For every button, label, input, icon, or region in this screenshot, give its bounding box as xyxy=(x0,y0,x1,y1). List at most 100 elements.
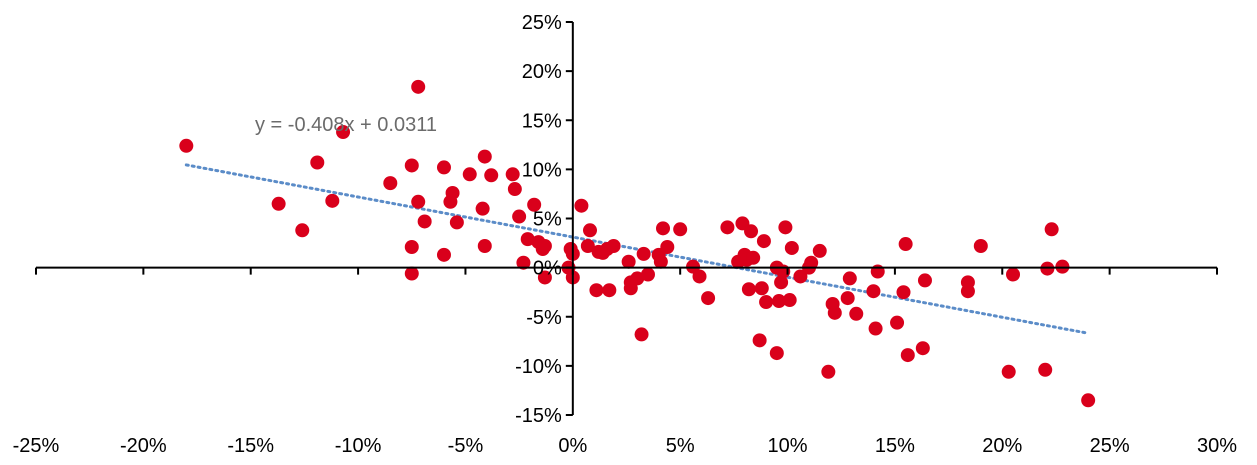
scatter-point xyxy=(462,167,477,182)
scatter-point xyxy=(606,239,621,254)
scatter-point xyxy=(537,239,552,254)
scatter-point xyxy=(449,215,464,230)
x-tick-label: 0% xyxy=(558,435,587,457)
scatter-point xyxy=(582,223,597,238)
scatter-point xyxy=(325,193,340,208)
scatter-point xyxy=(866,284,881,299)
scatter-point xyxy=(673,222,688,237)
scatter-point xyxy=(512,209,527,224)
scatter-point xyxy=(383,176,398,191)
scatter-point xyxy=(477,239,492,254)
scatter-point xyxy=(520,232,535,247)
scatter-point xyxy=(784,240,799,255)
scatter-point xyxy=(445,185,460,200)
scatter-point xyxy=(436,247,451,262)
scatter-point xyxy=(741,282,756,297)
scatter-point xyxy=(812,243,827,258)
scatter-point xyxy=(900,348,915,363)
scatter-point xyxy=(516,255,531,270)
x-tick-label: 20% xyxy=(982,435,1022,457)
scatter-point xyxy=(436,160,451,175)
scatter-point xyxy=(774,275,789,290)
scatter-point xyxy=(778,220,793,235)
y-tick-label: 5% xyxy=(533,209,562,231)
scatter-point xyxy=(640,267,655,282)
scatter-point xyxy=(295,223,310,238)
scatter-point xyxy=(580,239,595,254)
scatter-point xyxy=(404,266,419,281)
x-tick-label: 25% xyxy=(1090,435,1130,457)
scatter-point xyxy=(868,321,883,336)
y-tick-label: -5% xyxy=(526,307,562,329)
x-tick-label: -10% xyxy=(335,435,382,457)
scatter-point xyxy=(574,198,589,213)
scatter-point xyxy=(744,224,759,239)
y-tick-label: 15% xyxy=(522,110,562,132)
scatter-point xyxy=(752,333,767,348)
scatter-point xyxy=(630,271,645,286)
scatter-point xyxy=(507,182,522,197)
scatter-point xyxy=(660,239,675,254)
scatter-point xyxy=(793,269,808,284)
y-tick-label: 10% xyxy=(522,159,562,181)
x-tick-label: 5% xyxy=(666,435,695,457)
points-layer xyxy=(179,79,1096,408)
trendline xyxy=(184,163,1090,335)
scatter-point xyxy=(896,285,911,300)
scatter-point xyxy=(840,291,855,306)
trendline-equation-label: y = -0.408x + 0.0311 xyxy=(255,114,437,136)
scatter-point xyxy=(404,239,419,254)
scatter-point xyxy=(782,293,797,308)
scatter-point xyxy=(1006,267,1021,282)
scatter-point xyxy=(271,196,286,211)
scatter-point xyxy=(701,291,716,306)
x-tick-label: -5% xyxy=(448,435,484,457)
scatter-point xyxy=(636,246,651,261)
scatter-point xyxy=(917,273,932,288)
scatter-point xyxy=(849,306,864,321)
scatter-point xyxy=(754,281,769,296)
x-tick-label: 10% xyxy=(768,435,808,457)
tick-labels-layer: -25% -20% -15% -10% -5% 0% 5% 10% 15% 20% 25% 30% -1… xyxy=(13,12,1238,457)
scatter-point xyxy=(1081,393,1096,408)
scatter-point xyxy=(915,341,930,356)
scatter-point xyxy=(842,271,857,286)
scatter-point xyxy=(589,283,604,298)
scatter-point xyxy=(769,346,784,361)
scatter-point xyxy=(527,197,542,212)
x-tick-label: -15% xyxy=(227,435,274,457)
scatter-point xyxy=(821,364,836,379)
scatter-point xyxy=(417,214,432,229)
scatter-point xyxy=(692,269,707,284)
y-tick-label: 25% xyxy=(522,12,562,34)
scatter-point xyxy=(898,237,913,252)
axes-layer xyxy=(35,21,1218,416)
y-tick-label: -15% xyxy=(515,405,562,427)
scatter-point xyxy=(537,270,552,285)
scatter-point xyxy=(653,254,668,269)
scatter-point xyxy=(720,220,735,235)
y-tick-label: 0% xyxy=(533,258,562,280)
y-tick-label: 20% xyxy=(522,61,562,83)
scatter-point xyxy=(804,255,819,270)
x-tick-label: 30% xyxy=(1197,435,1237,457)
scatter-point xyxy=(960,275,975,290)
scatter-point xyxy=(756,234,771,249)
scatter-point xyxy=(890,315,905,330)
scatter-point xyxy=(973,239,988,254)
scatter-point xyxy=(411,79,426,94)
scatter-point xyxy=(827,305,842,320)
scatter-point xyxy=(484,168,499,183)
x-tick-label: -25% xyxy=(13,435,60,457)
scatter-point xyxy=(602,283,617,298)
scatter-point xyxy=(411,194,426,209)
scatter-point xyxy=(1044,222,1059,237)
scatter-point xyxy=(1001,364,1016,379)
x-tick-label: -20% xyxy=(120,435,167,457)
x-tick-label: 15% xyxy=(875,435,915,457)
y-tick-label: -10% xyxy=(515,356,562,378)
scatter-point xyxy=(621,254,636,269)
scatter-point xyxy=(746,250,761,265)
scatter-point xyxy=(336,125,351,140)
